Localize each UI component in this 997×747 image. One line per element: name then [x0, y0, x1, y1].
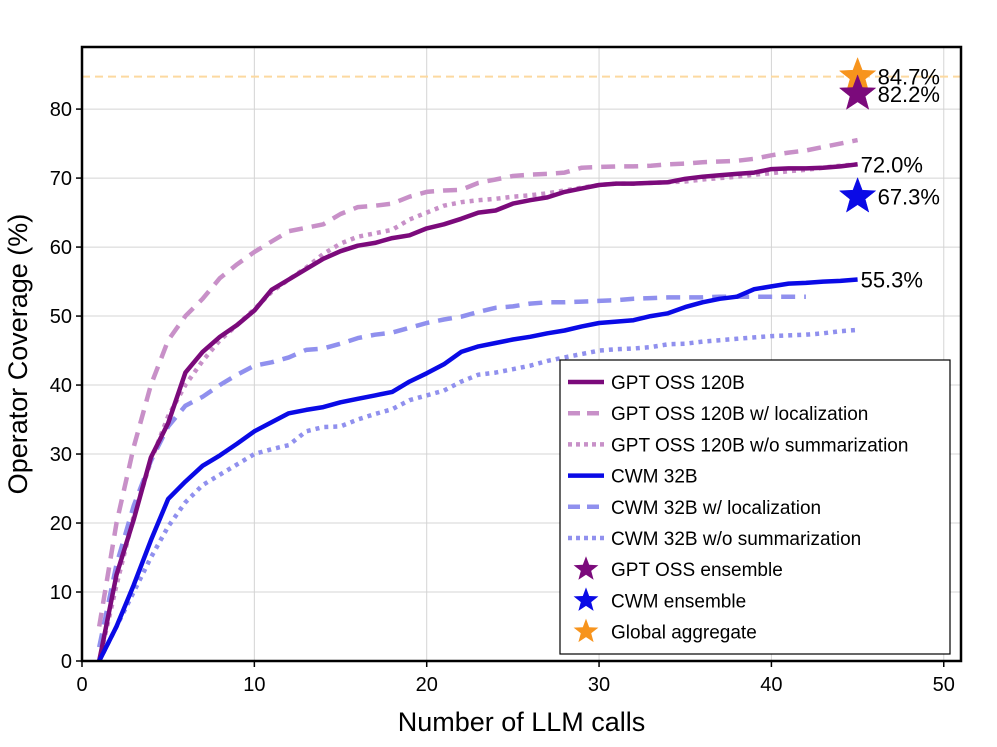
x-axis-ticks: 0 10 20 30 40 50 — [76, 661, 955, 696]
x-axis-label: Number of LLM calls — [398, 707, 646, 737]
y-axis-label: Operator Coverage (%) — [3, 214, 33, 495]
y-tick-label: 10 — [50, 582, 72, 604]
plot-frame — [80, 45, 963, 663]
legend-swatch-star — [573, 618, 599, 643]
legend-swatch-star — [573, 587, 599, 611]
series-line-cwm-32b — [97, 277, 858, 663]
y-tick-label: 80 — [50, 99, 72, 121]
marker-label: 82.2% — [878, 82, 940, 107]
legend-label: Global aggregate — [611, 623, 757, 644]
y-tick-label: 40 — [50, 375, 72, 397]
y-axis-ticks: 0 10 20 30 40 50 60 70 80 — [50, 99, 82, 673]
legend-swatch-star — [573, 556, 599, 580]
star-marker-cwm-ensemble — [838, 176, 877, 213]
legend-label: CWM 32B w/o summarization — [611, 529, 861, 550]
x-tick-label: 40 — [760, 674, 782, 696]
legend-box — [559, 359, 951, 655]
legend-label: GPT OSS 120B — [611, 373, 745, 394]
y-tick-label: 20 — [50, 513, 72, 535]
star-marker-gpt-oss-ensemble — [838, 74, 877, 110]
legend-label: CWM 32B w/ localization — [611, 498, 821, 519]
series-line-gpt-oss-120b — [96, 162, 858, 662]
y-tick-label: 50 — [50, 306, 72, 328]
x-tick-label: 20 — [416, 674, 438, 696]
marker-label: 84.7% — [878, 65, 940, 90]
legend-label: GPT OSS ensemble — [611, 560, 783, 581]
legend-label: CWM 32B — [611, 467, 698, 488]
y-tick-label: 0 — [61, 651, 72, 673]
end-label: 55.3% — [861, 267, 923, 292]
end-labels: 72.0% 55.3% 82.2% 67.3% 84.7% — [861, 65, 940, 293]
legend: GPT OSS 120B GPT OSS 120B w/ localization… — [559, 359, 951, 655]
y-tick-label: 70 — [50, 168, 72, 190]
series-line-gpt-oss-120b-w-localization — [96, 137, 859, 627]
legend-label: CWM ensemble — [611, 591, 746, 612]
legend-label: GPT OSS 120B w/o summarization — [611, 435, 908, 456]
marker-label: 67.3% — [878, 185, 940, 210]
x-tick-label: 50 — [933, 674, 955, 696]
ensemble-markers — [838, 56, 877, 213]
series-lines — [96, 137, 859, 663]
x-tick-label: 10 — [243, 674, 265, 696]
grid — [81, 47, 961, 662]
series-line-cwm-32b-w-o-summarization — [97, 327, 858, 663]
y-tick-label: 60 — [50, 237, 72, 259]
y-tick-label: 30 — [50, 444, 72, 466]
legend-label: GPT OSS 120B w/ localization — [611, 404, 868, 425]
x-tick-label: 0 — [76, 674, 87, 696]
end-label: 72.0% — [861, 152, 923, 177]
x-tick-label: 30 — [588, 674, 610, 696]
